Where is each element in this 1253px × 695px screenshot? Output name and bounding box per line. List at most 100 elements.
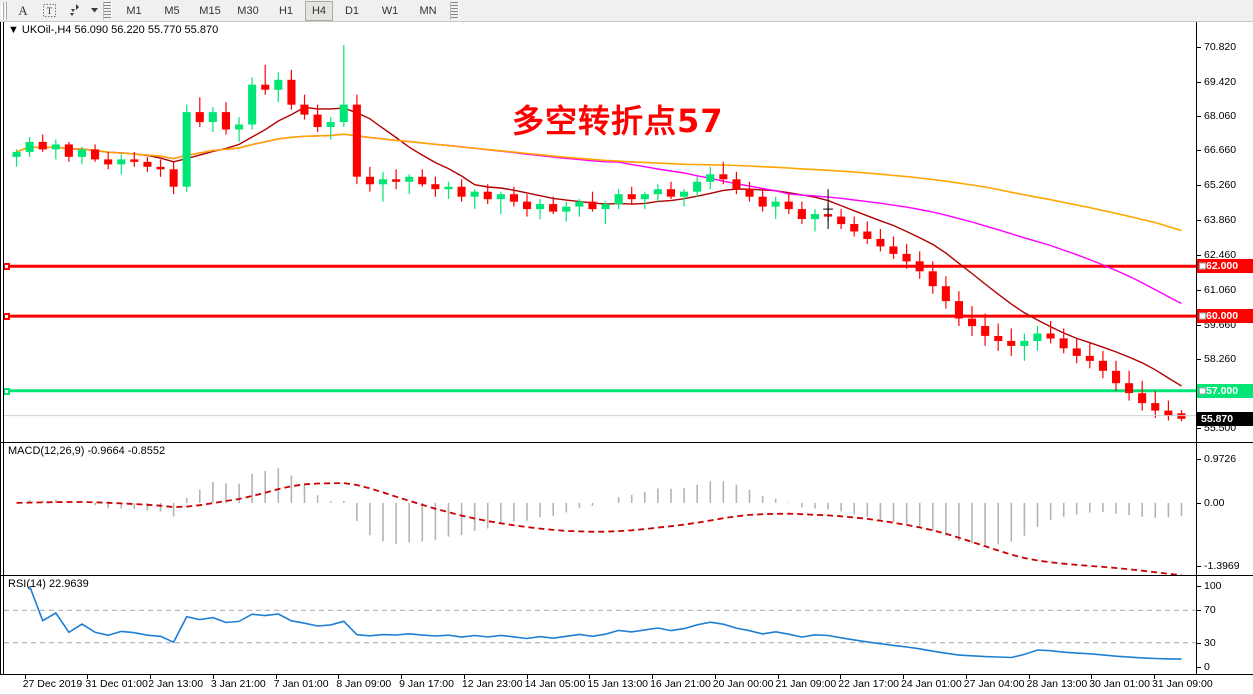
level-anchor[interactable]	[4, 263, 10, 271]
rsi-axis-label: 70	[1204, 604, 1216, 617]
resistance-60-badge[interactable]: 60.000	[1197, 309, 1253, 324]
time-axis-label: 16 Jan 21:00	[650, 678, 711, 690]
macd-plot-area[interactable]	[4, 443, 1196, 575]
timeframe-w1[interactable]: W1	[381, 4, 399, 17]
price-axis-label: 69.420	[1204, 75, 1237, 88]
time-axis-label: 15 Jan 13:00	[587, 678, 649, 690]
timeframe-m5[interactable]: M5	[164, 4, 180, 17]
price-axis-label: 63.860	[1204, 214, 1237, 226]
shapes-dropdown-button[interactable]	[88, 1, 100, 21]
price-axis-tick	[1197, 254, 1201, 256]
timeframe-mn[interactable]: MN	[419, 4, 437, 17]
rsi-axis-label: 100	[1204, 580, 1222, 592]
toolbar-grip[interactable]	[1, 1, 8, 20]
price-axis[interactable]: 70.820 69.420 68.060 66.660 65.260 63.860 62.4…	[1196, 22, 1253, 442]
timeframe-m1[interactable]: M1	[126, 4, 142, 17]
collapse-arrow-icon[interactable]: ▼	[8, 24, 19, 36]
time-axis-tick	[463, 675, 465, 679]
level-handle[interactable]	[1199, 387, 1206, 395]
level-anchor[interactable]	[4, 313, 10, 321]
price-axis-tick	[1197, 428, 1201, 429]
time-axis-label: 27 Dec 2019	[22, 678, 83, 690]
time-axis-label: 31 Dec 01:00	[85, 678, 148, 690]
price-chart-svg	[4, 44, 1196, 422]
level-handle[interactable]	[1199, 312, 1206, 320]
time-axis-label: 31 Jan 09:00	[1152, 678, 1213, 690]
timeframe-d1[interactable]: D1	[344, 4, 360, 17]
macd-axis-tick	[1197, 502, 1201, 504]
time-axis[interactable]: 27 Dec 2019 31 Dec 01:00 2 Jan 13:00 3 Jan …	[0, 674, 1253, 695]
time-axis-tick	[212, 675, 214, 679]
time-axis-label: 30 Jan 01:00	[1089, 678, 1150, 690]
rsi-title: RSI(14) 22.9639	[8, 578, 89, 590]
svg-text:T: T	[46, 6, 52, 16]
time-axis-label: 22 Jan 17:00	[838, 678, 900, 690]
time-axis-tick	[1154, 675, 1155, 679]
rsi-pane-left-border	[0, 576, 4, 695]
time-axis-tick	[840, 675, 842, 679]
label-tool-button[interactable]: T	[36, 1, 62, 21]
support-57-badge[interactable]: 57.000	[1197, 383, 1253, 398]
time-axis-tick	[777, 675, 779, 679]
macd-title: MACD(12,26,9) -0.9664 -0.8552	[8, 445, 166, 457]
macd-chart-svg	[16, 468, 1183, 575]
toolbar-separator	[103, 1, 112, 20]
macd-pane[interactable]: MACD(12,26,9) -0.9664 -0.8552 0.9726 0.00…	[0, 442, 1253, 575]
level-handle[interactable]	[1199, 262, 1206, 270]
macd-pane-left-border	[0, 443, 4, 575]
shapes-tool-button[interactable]	[62, 1, 88, 21]
price-axis-label: 70.820	[1204, 40, 1237, 53]
price-axis-label: 66.660	[1204, 144, 1237, 157]
rsi-axis-tick	[1197, 642, 1201, 644]
price-pane[interactable]: ▼ UKOil-,H4 56.090 56.220 55.770 55.870 多…	[0, 22, 1253, 442]
price-axis-tick	[1197, 185, 1201, 187]
macd-axis-label: 0.9726	[1204, 453, 1237, 465]
time-axis-tick	[275, 675, 277, 679]
macd-axis-tick	[1197, 566, 1201, 567]
text-tool-button[interactable]: A	[10, 1, 36, 21]
timeframe-h1[interactable]: H1	[278, 4, 294, 17]
timeframe-m15[interactable]: M15	[199, 4, 221, 17]
time-axis-label: 12 Jan 23:00	[461, 678, 523, 690]
price-axis-label: 62.460	[1204, 248, 1237, 261]
macd-axis[interactable]: 0.9726 0.00 -1.3969	[1196, 443, 1253, 575]
price-axis-label: 65.260	[1204, 179, 1237, 192]
rsi-axis-label: 30	[1204, 636, 1216, 649]
timeframe-h4[interactable]: H4	[305, 0, 333, 21]
rsi-plot-area[interactable]	[4, 576, 1196, 674]
time-axis-label: 24 Jan 01:00	[901, 678, 962, 690]
time-axis-label: 9 Jan 17:00	[399, 678, 454, 690]
resistance-62-badge[interactable]: 62.000	[1197, 259, 1253, 274]
price-plot-area[interactable]	[4, 22, 1196, 442]
label-tool-icon: T	[42, 4, 56, 17]
level-anchor[interactable]	[4, 387, 10, 395]
timeframe-m30[interactable]: M30	[237, 4, 259, 17]
time-axis-label: 14 Jan 05:00	[524, 678, 586, 690]
price-axis-tick	[1197, 289, 1201, 291]
symbol-title: UKOil-,H4 56.090 56.220 55.770 55.870	[21, 24, 219, 36]
rsi-axis[interactable]: 100 70 30 0	[1196, 576, 1253, 674]
shapes-icon	[70, 4, 79, 16]
time-axis-label: 8 Jan 09:00	[336, 678, 392, 690]
rsi-pane[interactable]: RSI(14) 22.9639 100 70 30 0 27 Dec 2019 31 D…	[0, 575, 1253, 695]
time-axis-tick	[150, 675, 152, 679]
time-axis-label: 27 Jan 04:00	[963, 678, 1025, 690]
time-axis-tick	[526, 675, 528, 679]
price-axis-tick	[1197, 359, 1201, 361]
chart-annotation: 多空转折点57	[512, 102, 724, 140]
time-axis-tick	[714, 675, 716, 679]
time-axis-label: 28 Jan 13:00	[1026, 678, 1088, 690]
price-axis-tick	[1197, 150, 1201, 152]
text-tool-icon: A	[18, 2, 28, 18]
time-axis-tick	[87, 675, 89, 679]
chevron-down-icon	[90, 8, 98, 13]
time-axis-tick	[338, 675, 340, 679]
time-axis-tick	[24, 675, 26, 679]
macd-axis-label: -1.3969	[1204, 560, 1240, 572]
current-price-badge[interactable]: 55.870	[1197, 411, 1253, 426]
toolbar-separator-right	[450, 1, 459, 20]
price-axis-tick	[1197, 115, 1201, 117]
time-axis-label: 7 Jan 01:00	[273, 678, 329, 690]
price-pane-left-border	[0, 22, 4, 442]
time-axis-label: 20 Jan 00:00	[712, 678, 774, 690]
